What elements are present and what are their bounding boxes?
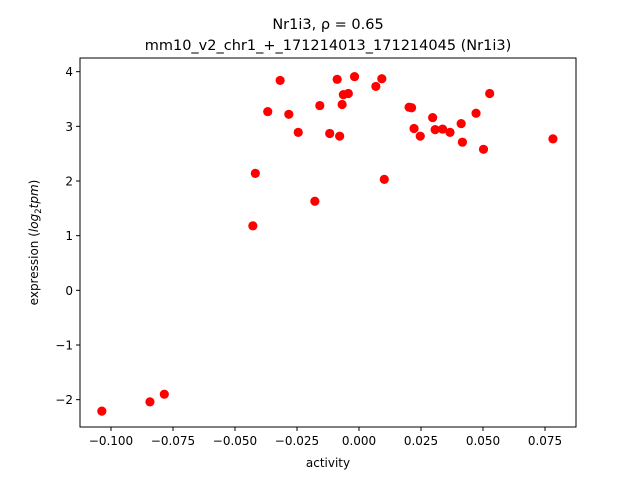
- chart-title-line2: mm10_v2_chr1_+_171214013_171214045 (Nr1i…: [145, 38, 512, 54]
- x-tick-label-4: −0.025: [275, 434, 319, 448]
- data-point-35: [548, 134, 558, 144]
- data-point-25: [415, 131, 425, 141]
- data-point-4: [248, 221, 258, 231]
- data-point-19: [371, 81, 381, 92]
- data-points-layer: [97, 71, 558, 416]
- data-point-30: [456, 119, 466, 129]
- data-point-10: [310, 196, 320, 206]
- x-tick-label-7: 0.050: [466, 434, 500, 448]
- data-point-11: [315, 100, 325, 111]
- x-axis-label: activity: [306, 456, 350, 470]
- y-axis-label-suffix: ): [27, 180, 41, 185]
- data-point-33: [478, 144, 489, 154]
- y-axis-label-math: log: [27, 213, 41, 232]
- x-axis-ticks: −0.100 −0.075 −0.050 −0.025 0.000 0.025 0.050 0…: [89, 427, 562, 448]
- data-point-1: [97, 406, 107, 416]
- data-point-2: [145, 397, 155, 407]
- data-point-27: [430, 125, 440, 135]
- y-tick-label-5: 2: [65, 175, 73, 189]
- data-point-32: [471, 108, 481, 118]
- chart-title-line1: Nr1i3, ρ = 0.65: [272, 17, 383, 33]
- y-tick-label-4: 1: [65, 229, 73, 243]
- data-point-12: [325, 128, 335, 139]
- x-tick-label-2: −0.075: [151, 434, 195, 448]
- data-point-5: [250, 168, 260, 178]
- data-point-6: [263, 106, 273, 117]
- data-point-23: [406, 103, 417, 113]
- data-point-7: [275, 75, 285, 86]
- y-axis-label-math2: tpm: [27, 184, 41, 208]
- data-point-17: [343, 88, 353, 99]
- y-axis-ticks: −2 −1 0 1 2 3 4: [55, 65, 80, 407]
- data-point-24: [409, 123, 419, 134]
- data-point-18: [349, 71, 360, 82]
- x-tick-label-1: −0.100: [89, 434, 133, 448]
- data-point-21: [379, 174, 389, 184]
- x-tick-label-8: 0.075: [528, 434, 562, 448]
- data-point-14: [335, 131, 345, 141]
- y-tick-label-7: 4: [65, 65, 73, 79]
- data-point-26: [428, 112, 438, 123]
- data-point-34: [485, 88, 495, 99]
- y-tick-label-1: −2: [55, 393, 73, 407]
- data-point-29: [445, 127, 455, 137]
- data-point-13: [332, 74, 342, 84]
- y-axis-label: expression (log2tpm): [27, 180, 44, 306]
- x-tick-label-5: 0.000: [342, 434, 376, 448]
- data-point-31: [457, 137, 468, 147]
- plot-area-frame: [79, 57, 577, 428]
- x-tick-label-3: −0.050: [213, 434, 257, 448]
- data-point-8: [284, 109, 294, 119]
- y-axis-label-subscript: 2: [34, 208, 44, 213]
- data-point-15: [337, 99, 347, 110]
- data-point-3: [159, 389, 169, 399]
- data-point-20: [377, 74, 387, 84]
- data-point-9: [293, 127, 303, 137]
- x-tick-label-6: 0.025: [404, 434, 438, 448]
- y-tick-label-2: −1: [55, 339, 73, 353]
- y-tick-label-3: 0: [65, 284, 73, 298]
- y-tick-label-6: 3: [65, 120, 73, 134]
- data-point-28: [437, 124, 448, 134]
- y-axis-label-prefix: expression (: [27, 232, 41, 305]
